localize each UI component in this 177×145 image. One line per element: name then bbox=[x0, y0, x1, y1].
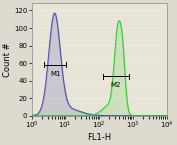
Text: M2: M2 bbox=[111, 82, 121, 88]
X-axis label: FL1-H: FL1-H bbox=[87, 133, 111, 142]
Y-axis label: Count #: Count # bbox=[4, 42, 12, 77]
Text: M1: M1 bbox=[50, 71, 60, 77]
